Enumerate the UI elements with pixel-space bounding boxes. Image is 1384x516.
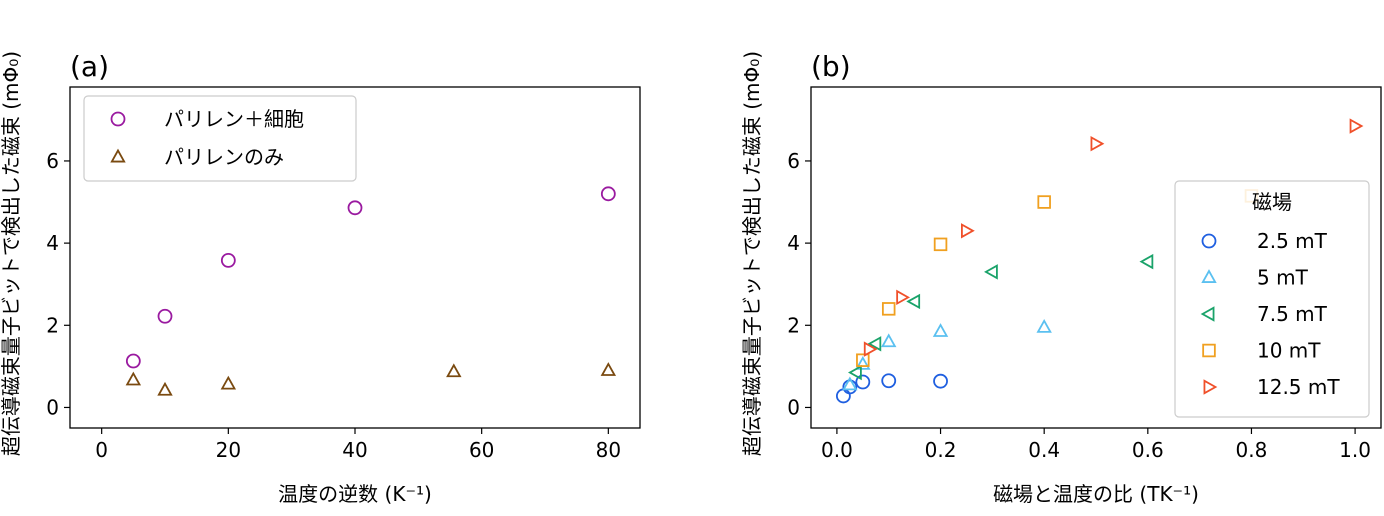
series-1 (125, 362, 617, 396)
legend-label: 10 mT (1257, 339, 1321, 363)
data-point (842, 379, 858, 395)
x-tick-label: 80 (596, 438, 621, 462)
y-axis-label: 超伝導磁束量子ビットで検出した磁束 (mΦ₀) (0, 51, 23, 456)
x-tick-label: 0.2 (925, 438, 957, 462)
legend-label: パリレン＋細胞 (164, 107, 304, 131)
data-point (125, 371, 142, 386)
legend-marker (110, 111, 126, 127)
x-tick-label: 0.8 (1236, 438, 1268, 462)
y-tick-label: 0 (46, 395, 59, 419)
data-point (1036, 318, 1052, 333)
plot-frame (810, 86, 1382, 429)
x-tick-label: 20 (216, 438, 241, 462)
legend-label: 2.5 mT (1257, 229, 1328, 253)
data-point (881, 302, 896, 316)
data-point (220, 252, 236, 268)
data-point (863, 341, 878, 357)
data-point (906, 293, 921, 310)
data-point (984, 264, 998, 280)
legend-title: 磁場 (1252, 190, 1292, 214)
data-point (932, 323, 949, 337)
data-point (1139, 253, 1154, 270)
legend-marker (1200, 306, 1215, 322)
x-axis-label: 磁場と温度の比 (TK⁻¹) (993, 482, 1199, 506)
data-point (835, 388, 851, 404)
data-point (842, 376, 858, 391)
legend-label: 5 mT (1257, 266, 1309, 290)
panel-label: (a) (70, 50, 109, 83)
data-point (1349, 118, 1364, 134)
legend-marker (1201, 269, 1217, 283)
y-tick-label: 2 (787, 313, 800, 337)
data-point (446, 363, 462, 378)
data-point (1037, 195, 1051, 209)
y-tick-label: 6 (787, 149, 800, 173)
x-tick-label: 0.0 (821, 438, 853, 462)
data-point (220, 375, 237, 390)
x-tick-label: 60 (469, 438, 494, 462)
legend-label: 7.5 mT (1257, 302, 1328, 326)
legend-label: 12.5 mT (1257, 375, 1340, 399)
data-point (933, 237, 948, 252)
series-0 (835, 373, 948, 404)
x-axis-label: 温度の逆数 (K⁻¹) (278, 482, 432, 506)
data-point (157, 308, 173, 324)
data-point (157, 381, 173, 396)
chart-panel-a: 0 20 40 60 80 0 2 4 6 温度の逆数 (K⁻¹) 超伝導磁束量子ビットで検出した磁… (0, 50, 641, 506)
data-point (881, 373, 897, 389)
data-point (347, 200, 363, 216)
data-point (125, 353, 141, 369)
y-tick-label: 2 (46, 313, 59, 337)
series-2 (847, 253, 1154, 381)
x-tick-label: 0.6 (1132, 438, 1164, 462)
y-tick-label: 0 (787, 395, 800, 419)
y-axis-label: 超伝導磁束量子ビットで検出した磁束 (mΦ₀) (740, 51, 764, 456)
y-tick-label: 6 (46, 149, 59, 173)
data-point (847, 364, 862, 381)
y-tick-label: 4 (46, 231, 59, 255)
data-point (896, 289, 911, 306)
data-point (881, 333, 897, 348)
legend-marker (1203, 379, 1218, 395)
data-point (855, 374, 871, 390)
legend-frame (83, 95, 357, 182)
chart-panel-b: 0.0 0.2 0.4 0.6 0.8 1.0 0 2 4 6 磁場と温度の比 (TK⁻¹) 超伝導磁… (740, 50, 1382, 506)
data-point (600, 362, 617, 376)
legend: 磁場 2.5 mT 5 mT 7.5 mT 10 mT 12.5 mT (1174, 180, 1370, 418)
data-point (933, 373, 948, 389)
data-point (867, 336, 882, 352)
legend-marker (1201, 233, 1217, 249)
series-0 (125, 186, 616, 369)
data-point (856, 353, 870, 367)
data-point (961, 223, 975, 239)
data-point (1090, 135, 1105, 152)
legend-marker (110, 148, 126, 163)
x-tick-label: 40 (342, 438, 367, 462)
x-tick-label: 0 (95, 438, 108, 462)
panel-label: (b) (811, 50, 851, 83)
x-tick-label: 1.0 (1339, 438, 1371, 462)
x-tick-label: 0.4 (1028, 438, 1060, 462)
series-4 (863, 118, 1364, 357)
legend-marker (1202, 343, 1216, 358)
data-point (600, 186, 616, 202)
legend-label: パリレンのみ (164, 145, 284, 169)
y-tick-label: 4 (787, 231, 800, 255)
legend-frame (1174, 180, 1370, 418)
series-1 (842, 318, 1052, 391)
data-point (855, 355, 871, 370)
